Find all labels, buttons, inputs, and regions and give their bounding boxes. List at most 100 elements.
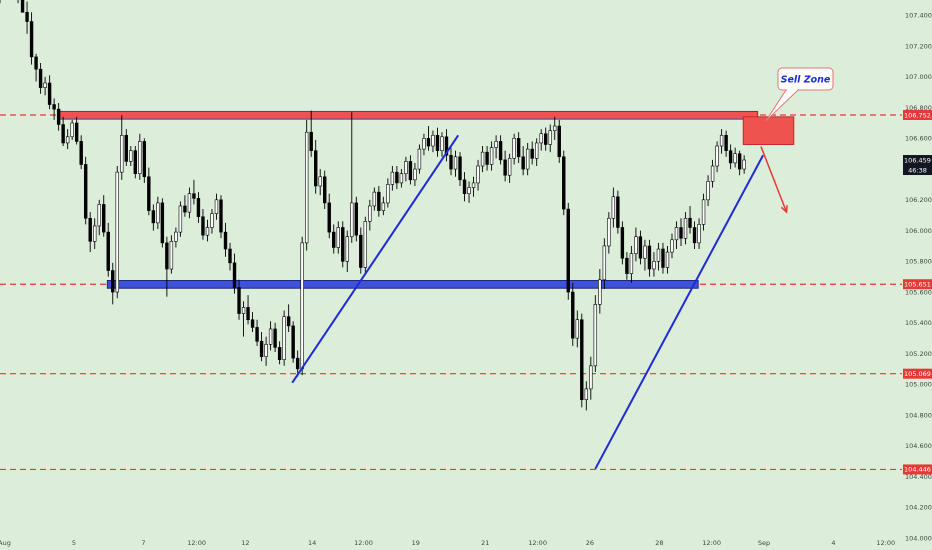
candle-up xyxy=(93,225,97,242)
candle-down xyxy=(196,197,201,218)
candle-down xyxy=(426,138,431,147)
candle-up xyxy=(480,151,485,167)
candle-up xyxy=(719,134,724,147)
candle-up xyxy=(422,138,426,150)
x-tick-label: 12 xyxy=(241,539,249,547)
y-tick-label: 106.200 xyxy=(905,196,932,204)
candle-down xyxy=(61,124,65,144)
candle-down xyxy=(25,11,29,22)
price-tag-bg xyxy=(903,279,932,290)
candle-up xyxy=(701,199,706,225)
y-tick-label: 107.000 xyxy=(905,73,932,81)
candle-up xyxy=(706,181,710,201)
candle-up xyxy=(602,245,607,281)
candle-down xyxy=(580,319,584,400)
candle-up xyxy=(241,307,246,314)
price-tag-bg xyxy=(903,109,932,120)
candle-down xyxy=(38,68,43,88)
y-tick-label: 105.200 xyxy=(905,350,932,358)
candle-down xyxy=(259,340,264,357)
candle-down xyxy=(237,287,241,314)
candle-down xyxy=(516,138,521,158)
y-tick-label: 104.000 xyxy=(905,534,932,542)
callout-pointer-mask xyxy=(787,88,797,91)
price-zones xyxy=(57,110,759,289)
candle-down xyxy=(201,216,205,236)
y-tick-label: 106.800 xyxy=(905,104,932,112)
price-tag-label: 105.069 xyxy=(904,370,931,378)
candle-down xyxy=(408,161,413,181)
time-axis[interactable]: Aug 5 7 12:00 12 14 12:00 19 21 12:00 26 28 12:00 Sep… xyxy=(0,539,895,547)
candle-up xyxy=(178,205,183,233)
y-tick-label: 107.400 xyxy=(905,12,932,20)
x-tick-label: 12:00 xyxy=(354,539,373,547)
candle-up xyxy=(386,184,390,204)
candle-down xyxy=(395,171,399,184)
candle-up xyxy=(282,316,286,360)
candle-up xyxy=(404,161,408,174)
candle-down xyxy=(56,108,61,125)
candle-down xyxy=(286,316,291,327)
candle-down xyxy=(462,179,467,194)
candle-down xyxy=(165,242,169,270)
candle-down xyxy=(83,164,88,219)
candle-down xyxy=(458,156,462,181)
candle-down xyxy=(616,196,620,228)
candle-up xyxy=(268,328,273,345)
candle-up xyxy=(350,202,354,238)
candle-up xyxy=(413,168,417,181)
candle-up xyxy=(742,159,746,170)
price-tag-label: 106.752 xyxy=(904,111,931,119)
candle-down xyxy=(647,245,652,270)
candle-down xyxy=(34,56,38,70)
candle-down xyxy=(295,357,300,370)
candle-down xyxy=(444,136,449,156)
candle-down xyxy=(638,236,643,259)
countdown-label: 46:38 xyxy=(908,166,927,174)
sell-zone-callout xyxy=(777,67,834,91)
candle-up xyxy=(715,145,719,167)
candle-up xyxy=(683,217,688,239)
candle-up xyxy=(674,227,679,241)
annotations: Sell Zone xyxy=(742,67,834,214)
candle-down xyxy=(47,82,52,105)
price-tag-label: 105.651 xyxy=(904,281,931,289)
candle-up xyxy=(345,236,349,262)
candle-up xyxy=(417,148,422,170)
candle-up xyxy=(489,147,494,165)
trendline-1 xyxy=(594,154,764,470)
resistance-zone xyxy=(57,110,759,120)
sell-zone-label: Sell Zone xyxy=(781,75,831,86)
candle-down xyxy=(332,231,336,248)
candle-down xyxy=(142,141,147,178)
candle-down xyxy=(688,217,692,228)
candle-down xyxy=(183,205,187,213)
x-tick-label: 19 xyxy=(412,539,420,547)
candle-up xyxy=(205,227,210,236)
candle-up xyxy=(372,191,377,207)
candle-down xyxy=(133,150,137,174)
candle-up xyxy=(611,196,616,219)
candle-up xyxy=(115,171,119,293)
candle-up xyxy=(129,150,133,162)
x-tick-label: 7 xyxy=(141,539,145,547)
candle-down xyxy=(147,176,151,211)
candle-down xyxy=(728,150,733,164)
candle-up xyxy=(174,231,178,242)
candle-down xyxy=(255,327,259,342)
candle-down xyxy=(435,134,440,151)
candle-up xyxy=(431,134,435,147)
candle-up xyxy=(607,217,611,247)
candle-down xyxy=(661,248,665,268)
candle-down xyxy=(625,257,629,274)
candle-down xyxy=(327,202,331,233)
candle-up xyxy=(575,319,579,339)
candle-up xyxy=(453,156,458,170)
candle-down xyxy=(111,270,115,293)
candle-down xyxy=(557,125,561,158)
support-zone xyxy=(106,280,699,289)
candle-up xyxy=(589,365,593,390)
